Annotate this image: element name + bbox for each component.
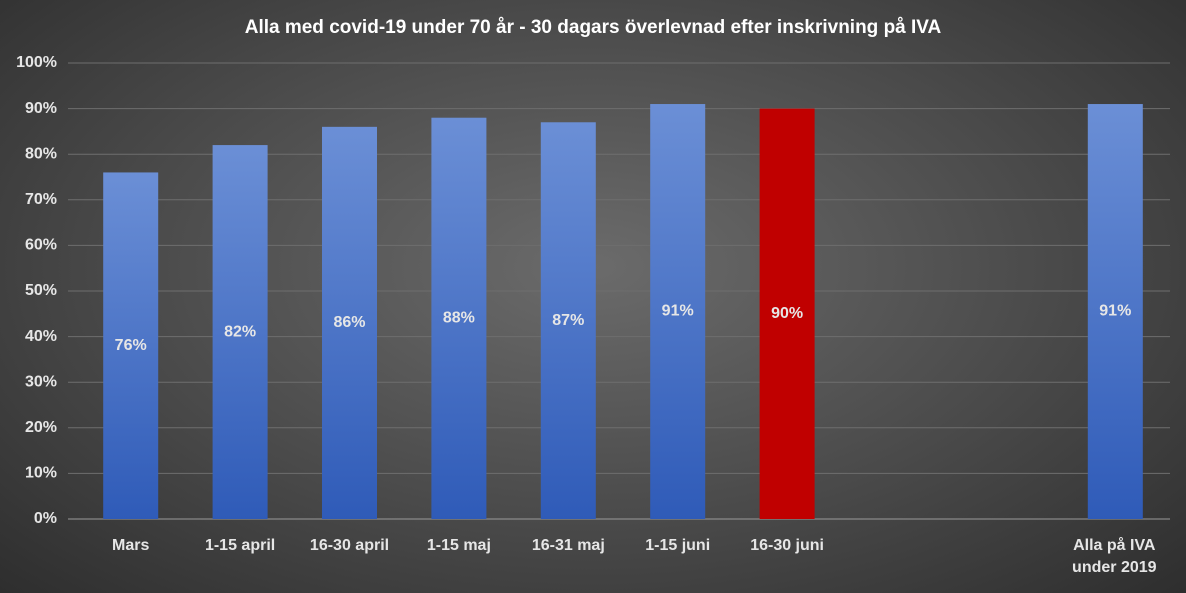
y-tick-label: 80%: [25, 145, 57, 162]
data-label: 82%: [224, 323, 256, 340]
bar: [322, 126, 377, 519]
x-tick-label: 1-15 juni: [645, 537, 711, 554]
y-tick-label: 10%: [25, 465, 57, 482]
data-label: 86%: [333, 314, 365, 331]
x-tick-label: 16-30 april: [309, 537, 390, 554]
data-label: 88%: [443, 310, 475, 327]
bar: [650, 104, 706, 519]
x-tick-label: Mars: [112, 537, 150, 554]
y-tick-label: 30%: [25, 373, 57, 390]
data-label: 91%: [1099, 303, 1131, 320]
y-tick-label: 50%: [25, 282, 57, 299]
y-tick-label: 40%: [25, 328, 57, 345]
bar: [212, 145, 268, 519]
y-tick-label: 100%: [16, 54, 57, 71]
y-tick-label: 0%: [34, 510, 57, 527]
y-tick-label: 20%: [25, 419, 57, 436]
y-tick-label: 60%: [25, 237, 57, 254]
x-tick-label: 16-30 juni: [750, 537, 824, 554]
y-tick-label: 70%: [25, 191, 57, 208]
x-tick-label: 1-15 maj: [426, 537, 491, 554]
y-tick-label: 90%: [25, 100, 57, 117]
chart-title: Alla med covid-19 under 70 år - 30 dagar…: [245, 17, 942, 38]
bar: [540, 122, 596, 519]
x-tick-label: 16-31 maj: [531, 537, 605, 554]
x-tick-label: 1-15 april: [204, 537, 276, 554]
bar: [103, 172, 159, 519]
bar: [431, 117, 487, 519]
bar: [759, 108, 815, 519]
data-label: 76%: [115, 337, 147, 354]
data-label: 87%: [552, 312, 584, 329]
x-tick-label: Alla på IVA under 2019: [1072, 537, 1157, 576]
data-label: 90%: [771, 305, 803, 322]
bar: [1087, 104, 1143, 519]
data-label: 91%: [662, 303, 694, 320]
